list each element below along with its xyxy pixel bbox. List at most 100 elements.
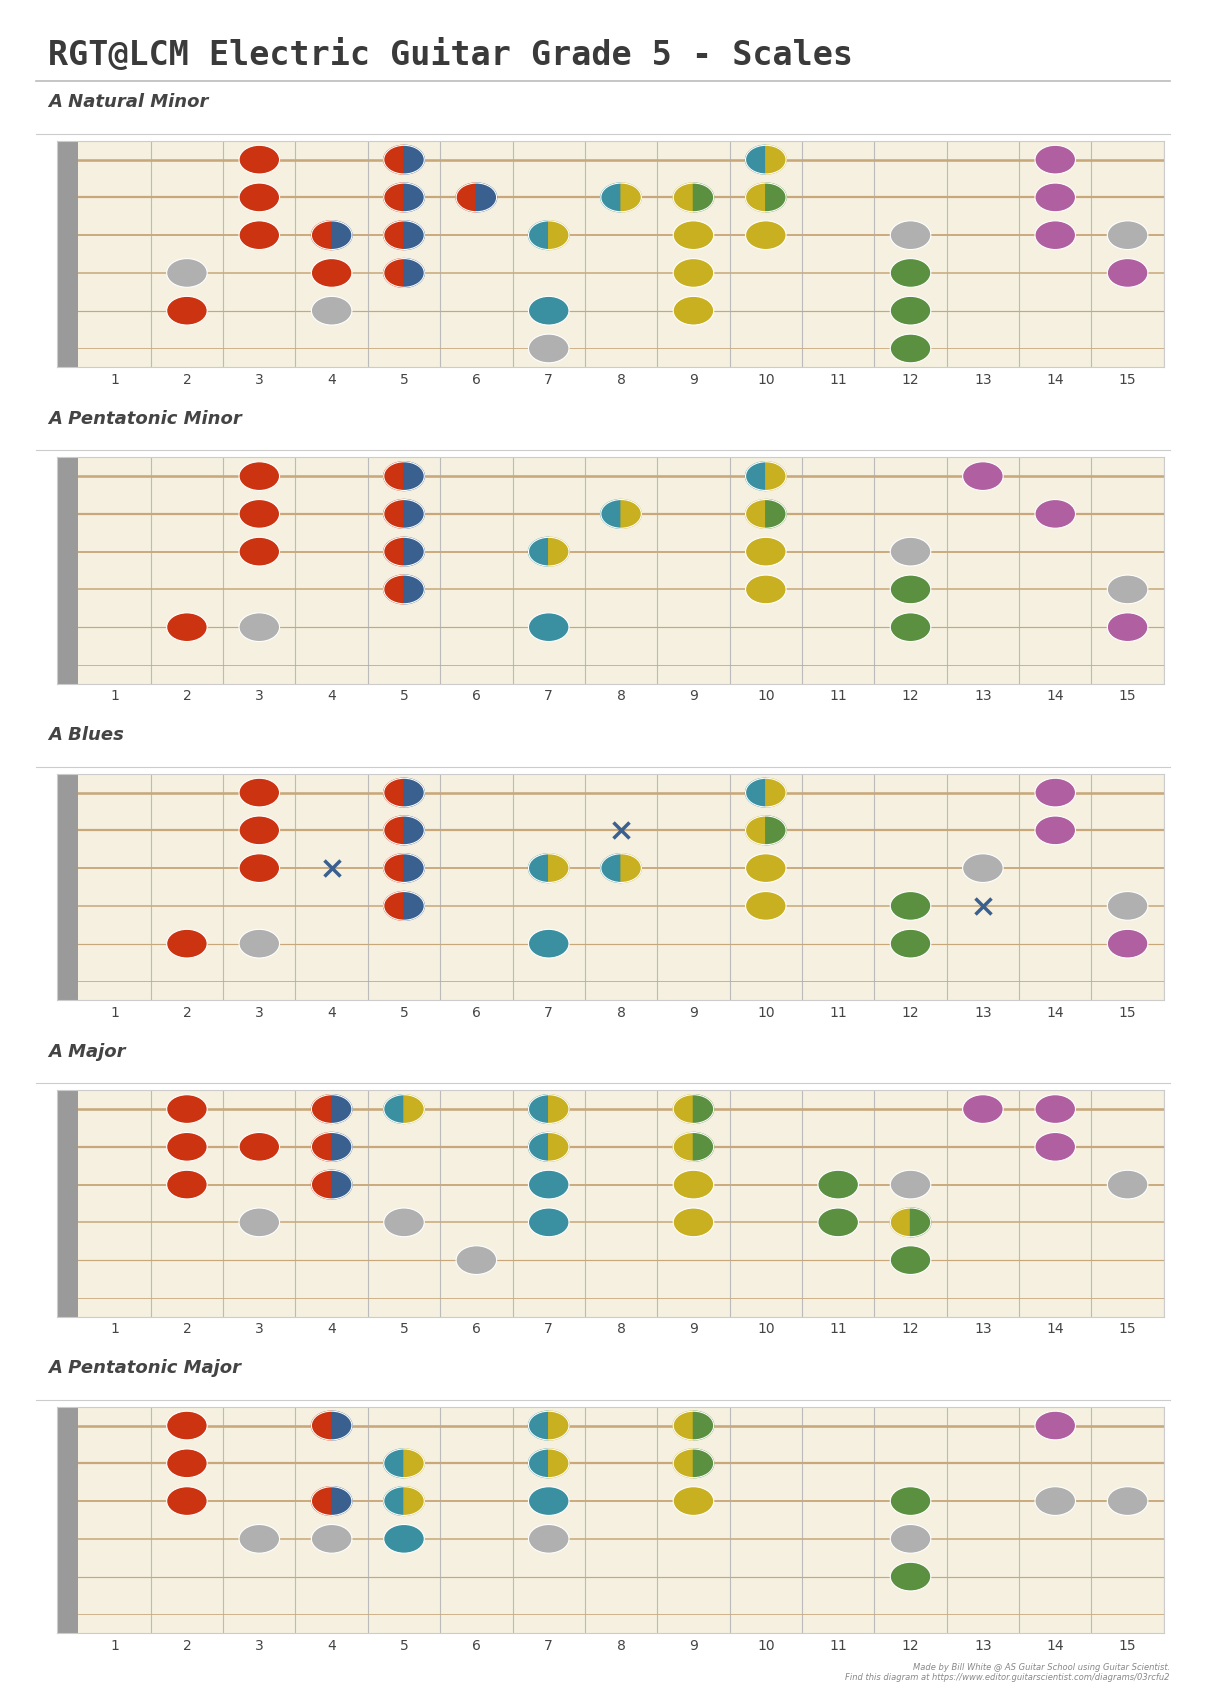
Ellipse shape: [1107, 612, 1148, 641]
Polygon shape: [528, 538, 549, 566]
Ellipse shape: [384, 1525, 425, 1554]
Polygon shape: [693, 1094, 714, 1123]
Ellipse shape: [166, 1170, 207, 1199]
Polygon shape: [745, 146, 766, 175]
Polygon shape: [384, 1448, 404, 1477]
Polygon shape: [528, 1448, 549, 1477]
Polygon shape: [693, 183, 714, 212]
Polygon shape: [384, 538, 404, 566]
Polygon shape: [745, 461, 766, 490]
Polygon shape: [384, 1487, 404, 1516]
Ellipse shape: [673, 258, 714, 287]
Polygon shape: [332, 1094, 352, 1123]
Polygon shape: [332, 1170, 352, 1199]
Ellipse shape: [673, 297, 714, 326]
Polygon shape: [601, 853, 621, 882]
Polygon shape: [332, 1411, 352, 1440]
Polygon shape: [549, 853, 569, 882]
Ellipse shape: [890, 575, 931, 604]
Text: RGT@LCM Electric Guitar Grade 5 - Scales: RGT@LCM Electric Guitar Grade 5 - Scales: [48, 39, 853, 71]
Ellipse shape: [239, 1208, 280, 1236]
Ellipse shape: [166, 1133, 207, 1162]
Ellipse shape: [1035, 816, 1076, 845]
Ellipse shape: [239, 500, 280, 527]
Ellipse shape: [745, 853, 786, 882]
Ellipse shape: [673, 1170, 714, 1199]
Polygon shape: [549, 1133, 569, 1162]
Polygon shape: [311, 1411, 332, 1440]
Ellipse shape: [890, 1247, 931, 1274]
Polygon shape: [404, 1094, 425, 1123]
Polygon shape: [384, 461, 404, 490]
Ellipse shape: [239, 538, 280, 566]
Ellipse shape: [890, 258, 931, 287]
Polygon shape: [766, 146, 786, 175]
Polygon shape: [332, 220, 352, 249]
Ellipse shape: [528, 334, 569, 363]
Ellipse shape: [166, 297, 207, 326]
Polygon shape: [332, 1133, 352, 1162]
Ellipse shape: [1035, 1411, 1076, 1440]
Ellipse shape: [239, 816, 280, 845]
Ellipse shape: [239, 146, 280, 175]
Polygon shape: [384, 146, 404, 175]
Polygon shape: [693, 1411, 714, 1440]
Ellipse shape: [239, 1525, 280, 1554]
Polygon shape: [693, 1448, 714, 1477]
Polygon shape: [621, 853, 642, 882]
Ellipse shape: [962, 461, 1003, 490]
Ellipse shape: [311, 258, 352, 287]
Ellipse shape: [1035, 778, 1076, 807]
Polygon shape: [549, 1094, 569, 1123]
Ellipse shape: [239, 853, 280, 882]
Text: A Major: A Major: [48, 1043, 125, 1060]
Polygon shape: [384, 183, 404, 212]
Ellipse shape: [528, 1170, 569, 1199]
Polygon shape: [745, 500, 766, 527]
Ellipse shape: [890, 1487, 931, 1516]
Polygon shape: [621, 183, 642, 212]
Polygon shape: [404, 816, 425, 845]
Ellipse shape: [528, 1525, 569, 1554]
Polygon shape: [673, 1094, 693, 1123]
Ellipse shape: [745, 538, 786, 566]
Ellipse shape: [311, 297, 352, 326]
Polygon shape: [404, 853, 425, 882]
Ellipse shape: [1035, 146, 1076, 175]
Polygon shape: [549, 220, 569, 249]
Polygon shape: [384, 1094, 404, 1123]
Polygon shape: [766, 183, 786, 212]
Polygon shape: [384, 575, 404, 604]
Polygon shape: [621, 500, 642, 527]
Ellipse shape: [890, 297, 931, 326]
Ellipse shape: [528, 297, 569, 326]
Polygon shape: [673, 1411, 693, 1440]
Polygon shape: [404, 538, 425, 566]
Polygon shape: [311, 1487, 332, 1516]
Polygon shape: [384, 892, 404, 921]
Polygon shape: [766, 500, 786, 527]
Ellipse shape: [166, 1487, 207, 1516]
Text: A Pentatonic Minor: A Pentatonic Minor: [48, 410, 242, 427]
Polygon shape: [745, 778, 766, 807]
Polygon shape: [456, 183, 476, 212]
Polygon shape: [404, 892, 425, 921]
Ellipse shape: [1035, 1487, 1076, 1516]
Ellipse shape: [1035, 220, 1076, 249]
Polygon shape: [404, 146, 425, 175]
Ellipse shape: [890, 538, 931, 566]
Ellipse shape: [818, 1208, 859, 1236]
Polygon shape: [311, 1133, 332, 1162]
Polygon shape: [384, 853, 404, 882]
Ellipse shape: [239, 183, 280, 212]
Ellipse shape: [890, 220, 931, 249]
Polygon shape: [404, 1448, 425, 1477]
Polygon shape: [745, 816, 766, 845]
Ellipse shape: [239, 220, 280, 249]
Polygon shape: [404, 1487, 425, 1516]
Text: A Natural Minor: A Natural Minor: [48, 93, 209, 112]
Polygon shape: [549, 1448, 569, 1477]
Ellipse shape: [673, 220, 714, 249]
Ellipse shape: [673, 1487, 714, 1516]
Ellipse shape: [1035, 1094, 1076, 1123]
